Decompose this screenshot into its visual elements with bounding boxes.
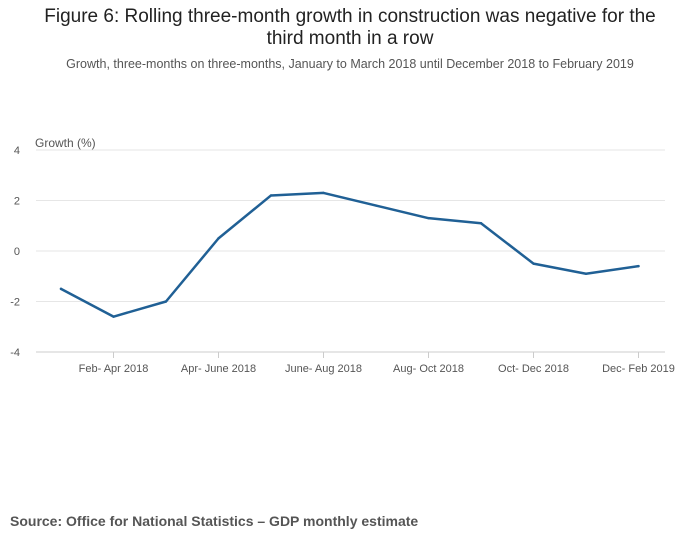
data-point [584, 272, 588, 275]
data-point [322, 191, 325, 195]
chart-subtitle: Growth, three-months on three-months, Ja… [66, 57, 634, 71]
source-note: Source: Office for National Statistics –… [10, 513, 419, 529]
data-point [532, 262, 535, 265]
x-tick-label: Oct- Dec 2018 [498, 363, 569, 375]
chart-title-line2: third month in a row [266, 28, 434, 49]
y-tick-label: -2 [10, 297, 20, 309]
data-point [112, 315, 115, 318]
x-tick-label: Dec- Feb 2019 [602, 363, 675, 375]
data-point [164, 300, 168, 303]
data-point [374, 204, 378, 207]
chart-title: Figure 6: Rolling three-month growth in … [0, 6, 700, 50]
y-tick-label: 0 [14, 246, 20, 258]
chart-title-line1: Figure 6: Rolling three-month growth in … [44, 6, 656, 27]
data-point [269, 194, 273, 197]
y-tick-label: -4 [10, 347, 20, 359]
data-point [479, 222, 483, 225]
data-point [637, 264, 640, 268]
y-tick-label: 2 [14, 196, 20, 208]
data-point [59, 287, 63, 291]
data-point [217, 237, 220, 240]
data-point [427, 216, 430, 220]
x-tick-label: June- Aug 2018 [285, 363, 362, 375]
x-tick-label: Aug- Oct 2018 [393, 363, 464, 375]
x-tick-label: Apr- June 2018 [181, 363, 256, 375]
x-tick-label: Feb- Apr 2018 [79, 363, 149, 375]
series-line [59, 191, 640, 318]
y-axis-label: Growth (%) [35, 136, 96, 150]
line-chart: -4 -2 0 2 4 Feb- Apr 2018 Apr- June 2018 June- … [10, 145, 675, 375]
y-tick-label: 4 [14, 145, 20, 157]
